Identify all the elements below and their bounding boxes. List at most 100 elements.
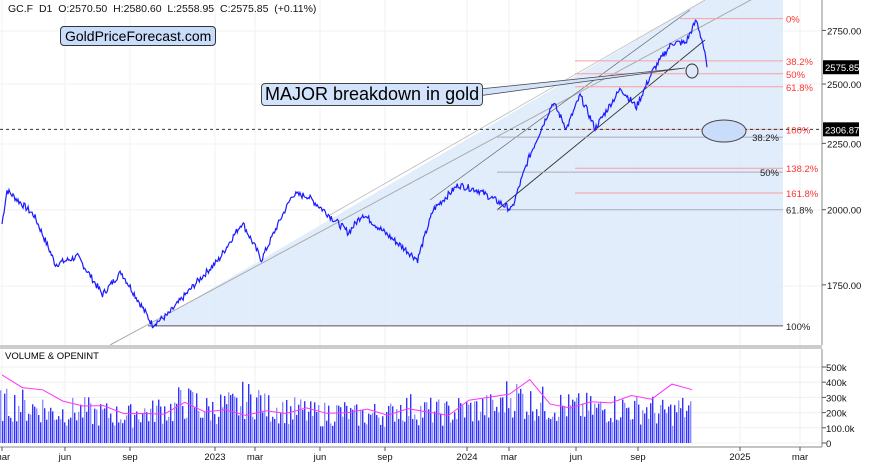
fib-label-red: 0% (786, 15, 800, 26)
volume-bar (30, 414, 32, 443)
volume-bar (324, 402, 326, 443)
volume-bar (638, 404, 640, 443)
volume-bar (382, 416, 384, 443)
volume-bar (542, 386, 544, 443)
fib-label-gray: 61.8% (786, 206, 813, 217)
volume-bar (28, 413, 30, 443)
volume-bar (530, 391, 532, 443)
volume-bar (164, 406, 166, 443)
volume-bar (212, 401, 214, 443)
volume-bar (70, 417, 72, 443)
fib-label-gray: 38.2% (752, 133, 779, 144)
volume-bar (372, 412, 374, 443)
volume-bar (480, 411, 482, 443)
volume-bar (330, 423, 332, 443)
volume-bar (376, 415, 378, 443)
volume-bar (648, 418, 650, 443)
volume-bar (332, 425, 334, 443)
volume-bar (214, 414, 216, 443)
volume-bar (258, 390, 260, 443)
volume-bar (320, 426, 322, 443)
volume-bar (402, 420, 404, 443)
volume-bar (640, 424, 642, 443)
volume-bar (318, 405, 320, 443)
volume-bar (674, 405, 676, 443)
price-tick-label: 1750.00 (827, 281, 861, 292)
time-tick-label: 2025 (729, 452, 750, 463)
volume-bar (278, 423, 280, 443)
volume-bar (474, 401, 476, 443)
price-tick-label: 2500.00 (827, 80, 861, 91)
volume-bar (304, 401, 306, 443)
volume-bar (646, 407, 648, 443)
volume-bar (292, 419, 294, 443)
volume-bar (608, 421, 610, 443)
volume-bar (168, 416, 170, 443)
volume-bar (112, 422, 114, 443)
volume-bar (384, 426, 386, 443)
volume-bar (222, 407, 224, 443)
volume-bar (494, 411, 496, 443)
volume-bar (126, 415, 128, 443)
volume-bar (136, 411, 138, 443)
volume-bar (416, 419, 418, 443)
volume-bar (210, 420, 212, 443)
volume-bar (88, 397, 90, 443)
volume-bar (250, 394, 252, 443)
volume-bar (220, 394, 222, 443)
volume-bar (604, 409, 606, 443)
volume-bar (398, 418, 400, 443)
volume-bar (682, 397, 684, 443)
volume-bar (270, 421, 272, 443)
volume-bar (60, 419, 62, 443)
volume-bar (72, 397, 74, 443)
volume-bar (16, 421, 18, 443)
volume-bar (190, 390, 192, 443)
volume-bar (44, 408, 46, 443)
volume-bar (616, 419, 618, 443)
volume-bar (350, 408, 352, 443)
symbol: GC.F (8, 3, 34, 15)
volume-bar (108, 418, 110, 443)
volume-tick-label: 200k (826, 409, 847, 420)
volume-bar (160, 406, 162, 443)
volume-bar (206, 398, 208, 443)
volume-bar (148, 421, 150, 443)
volume-bar (240, 406, 242, 443)
volume-bar (456, 419, 458, 443)
volume-tick-label: 0 (826, 439, 831, 450)
volume-bar (580, 415, 582, 443)
target-ellipse (701, 119, 747, 143)
channel-line (496, 39, 706, 211)
volume-bar (10, 417, 12, 443)
volume-tick-label: 400k (826, 378, 847, 389)
volume-bar (90, 403, 92, 443)
volume-bar (576, 397, 578, 443)
low-value: L:2558.95 (167, 3, 215, 15)
volume-bar (66, 425, 68, 443)
volume-bar (662, 399, 664, 443)
volume-bar (226, 404, 228, 443)
volume-bar (518, 393, 520, 443)
volume-bar (142, 413, 144, 443)
volume-bar (24, 399, 26, 443)
volume-bar (246, 401, 248, 443)
volume-bar (26, 420, 28, 443)
volume-bar (352, 409, 354, 443)
volume-bar (36, 408, 38, 443)
volume-bar (624, 402, 626, 443)
volume-bar (488, 417, 490, 443)
volume-bar (92, 424, 94, 443)
volume-bar (116, 406, 118, 443)
volume-bar (442, 425, 444, 443)
volume-bar (684, 417, 686, 443)
volume-bar (152, 400, 154, 443)
volume-bar (440, 413, 442, 443)
volume-bar (432, 422, 434, 443)
volume-bar (366, 424, 368, 443)
volume-bar (256, 397, 258, 443)
volume-bar (552, 416, 554, 443)
volume-bar (406, 397, 408, 443)
volume-bar (2, 420, 4, 443)
